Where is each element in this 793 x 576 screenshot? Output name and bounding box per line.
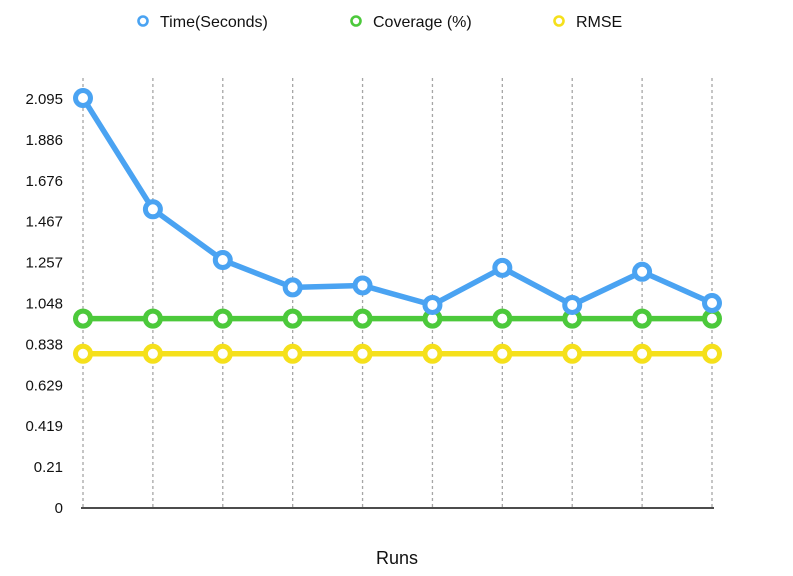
series-2 bbox=[73, 308, 722, 329]
data-point bbox=[352, 343, 373, 364]
y-tick-label: 1.676 bbox=[25, 173, 63, 190]
y-tick-label: 0.838 bbox=[25, 336, 63, 353]
data-point bbox=[632, 261, 653, 282]
data-point bbox=[73, 88, 93, 109]
data-point bbox=[632, 343, 653, 364]
series-layer bbox=[73, 88, 722, 364]
x-axis-title: Runs bbox=[376, 548, 418, 568]
data-point bbox=[142, 308, 163, 329]
data-point bbox=[492, 343, 513, 364]
y-axis-tick-labels: 0 0.21 0.419 0.629 0.838 1.048 1.257 1.467 1.676… bbox=[25, 91, 63, 517]
data-point bbox=[212, 343, 233, 364]
y-tick-label: 0 bbox=[55, 500, 63, 517]
data-point bbox=[562, 294, 583, 315]
data-point bbox=[73, 308, 93, 329]
data-point bbox=[352, 308, 373, 329]
legend-marker bbox=[553, 15, 565, 27]
legend: Time(Seconds) Coverage (%) RMSE bbox=[137, 14, 622, 31]
data-point bbox=[73, 343, 93, 364]
data-point bbox=[282, 343, 303, 364]
data-point bbox=[702, 343, 722, 364]
data-point bbox=[492, 257, 513, 278]
legend-label: RMSE bbox=[576, 14, 622, 31]
legend-item-2: Coverage (%) bbox=[350, 14, 472, 31]
y-tick-label: 1.467 bbox=[25, 214, 63, 231]
y-tick-label: 1.886 bbox=[25, 132, 63, 149]
data-point bbox=[422, 294, 443, 315]
series-1 bbox=[73, 88, 722, 315]
data-point bbox=[492, 308, 513, 329]
y-tick-label: 1.048 bbox=[25, 296, 63, 313]
y-tick-label: 0.419 bbox=[25, 418, 63, 435]
data-point bbox=[212, 250, 233, 271]
legend-item-3: RMSE bbox=[553, 14, 622, 31]
y-tick-label: 1.257 bbox=[25, 255, 63, 272]
legend-marker bbox=[137, 15, 149, 27]
legend-label: Time(Seconds) bbox=[160, 14, 268, 31]
data-point bbox=[352, 275, 373, 296]
data-point bbox=[212, 308, 233, 329]
legend-item-1: Time(Seconds) bbox=[137, 14, 268, 31]
data-point bbox=[282, 308, 303, 329]
y-tick-label: 0.21 bbox=[34, 459, 63, 476]
y-tick-label: 2.095 bbox=[25, 91, 63, 108]
data-point bbox=[142, 199, 163, 220]
data-point bbox=[562, 343, 583, 364]
data-point bbox=[702, 308, 722, 329]
data-point bbox=[142, 343, 163, 364]
legend-label: Coverage (%) bbox=[373, 14, 472, 31]
legend-marker bbox=[350, 15, 362, 27]
series-line bbox=[80, 95, 715, 308]
data-point bbox=[632, 308, 653, 329]
series-3 bbox=[73, 343, 722, 364]
data-point bbox=[282, 277, 303, 298]
data-point bbox=[422, 343, 443, 364]
data-point bbox=[702, 293, 722, 314]
y-tick-label: 0.629 bbox=[25, 377, 63, 394]
